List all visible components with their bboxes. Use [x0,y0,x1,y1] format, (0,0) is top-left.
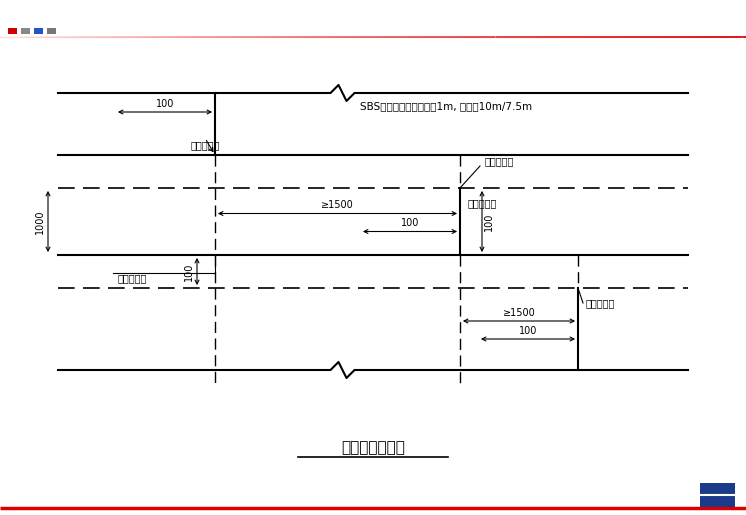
Text: 横向搭接缝: 横向搭接缝 [586,298,615,308]
Text: 卷材铺贴平面图: 卷材铺贴平面图 [341,440,405,455]
Bar [21,28,30,34]
Text: 纵向搭接缝: 纵向搭接缝 [485,156,515,166]
Text: 100: 100 [156,99,174,109]
Bar [47,28,56,34]
Text: ≥1500: ≥1500 [321,200,354,211]
Text: 横向搭接缝: 横向搭接缝 [468,198,498,208]
Text: 横向搭接缝: 横向搭接缝 [190,140,219,150]
Text: SBS改性沥青防水卷材宽1m, 每卷长10m/7.5m: SBS改性沥青防水卷材宽1m, 每卷长10m/7.5m [360,101,532,111]
Text: 1000: 1000 [35,209,45,234]
Bar [700,483,735,507]
Bar [8,28,17,34]
Text: 100: 100 [518,326,537,336]
Text: 100: 100 [484,212,494,231]
Bar [34,28,43,34]
Text: ≥1500: ≥1500 [503,308,536,318]
Text: 100: 100 [184,262,194,281]
Text: 100: 100 [401,218,419,229]
Text: 纵向搭接缝: 纵向搭接缝 [118,273,148,283]
